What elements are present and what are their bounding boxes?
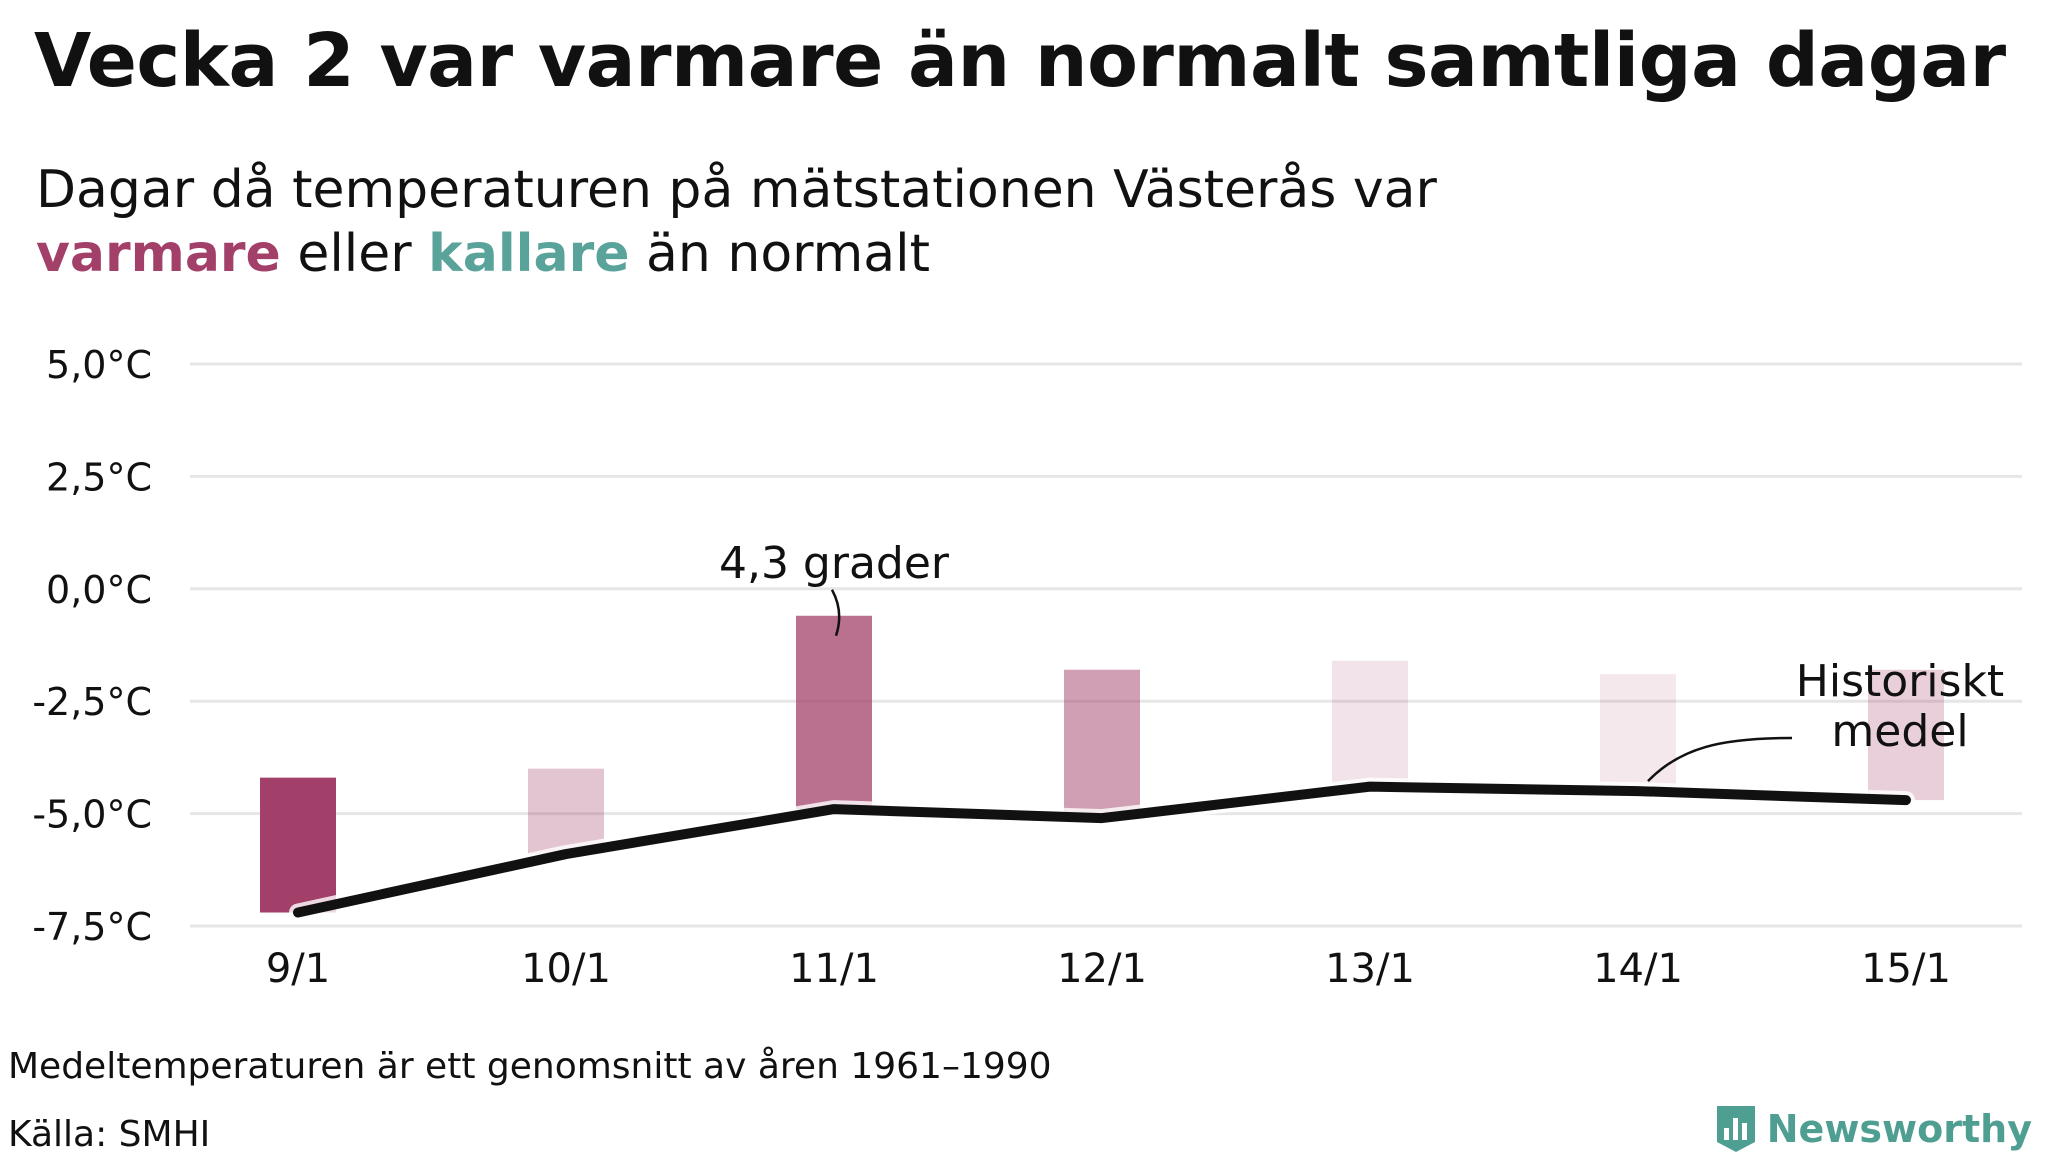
subtitle-line-2: varmare eller kallare än normalt [36, 222, 1437, 286]
average-point [565, 853, 567, 856]
x-tick-label: 11/1 [789, 946, 879, 992]
x-tick-label: 15/1 [1861, 946, 1951, 992]
newsworthy-logo-icon [1716, 1106, 1755, 1152]
x-tick-label: 10/1 [521, 946, 611, 992]
bar [1332, 660, 1408, 787]
y-tick-label: -2,5°C [32, 680, 152, 724]
subtitle-cold-word: kallare [428, 224, 630, 284]
bar [260, 777, 336, 913]
subtitle-line-1: Dagar då temperaturen på mätstationen Vä… [36, 160, 1437, 220]
subtitle-end: än normalt [629, 224, 930, 284]
chart-title: Vecka 2 var varmare än normalt samtliga … [34, 18, 2006, 104]
y-tick-label: 5,0°C [46, 343, 152, 387]
brand-name: Newsworthy [1766, 1107, 2032, 1151]
grid-layer [190, 362, 2022, 928]
brand-logo[interactable]: Newsworthy [1715, 1104, 2032, 1154]
x-tick-label: 13/1 [1325, 946, 1415, 992]
bar [796, 615, 872, 810]
x-tick-label: 9/1 [266, 946, 330, 992]
average-point [1905, 799, 1907, 802]
x-tick-label: 12/1 [1057, 946, 1147, 992]
footnote: Medeltemperaturen är ett genomsnitt av å… [8, 1046, 1052, 1087]
bar [1868, 669, 1944, 801]
y-tick-label: -7,5°C [32, 905, 152, 949]
annotation-label: 4,3 grader [719, 538, 950, 589]
average-point [297, 911, 299, 914]
average-line-layer [289, 777, 1915, 922]
annotation-label: Historiskt [1796, 656, 2004, 707]
y-tick-label: 2,5°C [46, 455, 152, 499]
bars-layer [260, 615, 1944, 913]
source-text: Källa: SMHI [8, 1114, 211, 1155]
bar [528, 768, 604, 855]
annotation-pointer [1647, 736, 1793, 782]
subtitle-warm-word: varmare [36, 224, 281, 284]
subtitle-middle: eller [280, 224, 429, 284]
temperature-chart: 5,0°C 2,5°C 0,0°C -2,5°C -5,0°C -7,5°C 9/1 10/… [32, 343, 2022, 992]
annotation-label: medel [1831, 706, 1968, 757]
average-point [833, 808, 835, 811]
annotation-pointer [830, 589, 841, 637]
average-point [1101, 817, 1103, 820]
chart-subtitle: Dagar då temperaturen på mätstationen Vä… [36, 158, 1437, 286]
y-tick-label: 0,0°C [46, 568, 152, 612]
bar [1600, 674, 1676, 792]
average-point [1369, 785, 1371, 788]
average-point [1637, 790, 1639, 793]
y-axis-labels: 5,0°C 2,5°C 0,0°C -2,5°C -5,0°C -7,5°C [32, 343, 152, 949]
x-axis-labels: 9/1 10/1 11/1 12/1 13/1 14/1 15/1 [266, 946, 1951, 992]
x-tick-label: 14/1 [1593, 946, 1683, 992]
bar [1064, 669, 1140, 819]
y-tick-label: -5,0°C [32, 793, 152, 837]
